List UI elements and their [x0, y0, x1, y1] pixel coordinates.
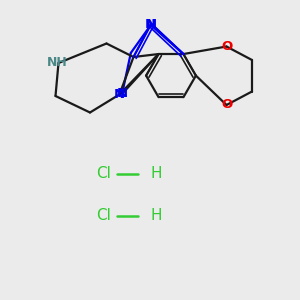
Text: O: O [221, 98, 232, 112]
Text: Cl: Cl [96, 167, 111, 182]
Text: Cl: Cl [96, 208, 111, 224]
Text: N: N [114, 88, 125, 101]
Text: N: N [146, 17, 157, 31]
Text: H: H [150, 167, 161, 182]
Text: O: O [221, 40, 232, 53]
Text: H: H [150, 208, 161, 224]
Text: N: N [116, 87, 128, 101]
Text: N: N [145, 18, 156, 32]
Text: NH: NH [46, 56, 68, 70]
